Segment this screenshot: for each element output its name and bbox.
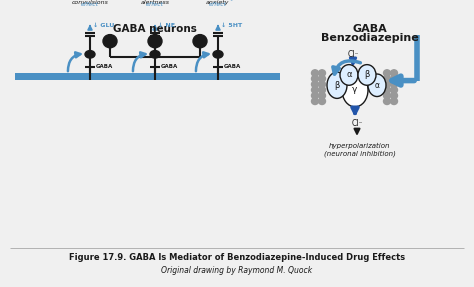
Text: GABA: GABA bbox=[353, 24, 387, 34]
Circle shape bbox=[383, 70, 391, 76]
Circle shape bbox=[383, 75, 391, 82]
Circle shape bbox=[391, 70, 398, 76]
Circle shape bbox=[148, 35, 162, 48]
Ellipse shape bbox=[213, 51, 223, 58]
Ellipse shape bbox=[340, 65, 358, 85]
Circle shape bbox=[391, 98, 398, 104]
Text: GABA: GABA bbox=[96, 64, 113, 69]
Circle shape bbox=[391, 75, 398, 82]
Text: α: α bbox=[346, 70, 352, 79]
Circle shape bbox=[319, 92, 326, 99]
Circle shape bbox=[319, 70, 326, 76]
Ellipse shape bbox=[342, 73, 368, 107]
Ellipse shape bbox=[368, 74, 386, 96]
Text: sedative
effect: sedative effect bbox=[142, 0, 168, 7]
Circle shape bbox=[311, 98, 319, 104]
Text: GABA neurons: GABA neurons bbox=[113, 24, 197, 34]
Text: γ: γ bbox=[352, 86, 358, 94]
Circle shape bbox=[319, 98, 326, 104]
Circle shape bbox=[391, 87, 398, 93]
Text: convulsions: convulsions bbox=[72, 0, 109, 5]
Text: antianxiety
effect: antianxiety effect bbox=[200, 0, 236, 7]
Circle shape bbox=[311, 87, 319, 93]
Circle shape bbox=[319, 75, 326, 82]
Circle shape bbox=[311, 70, 319, 76]
Text: Cl⁻: Cl⁻ bbox=[351, 119, 363, 128]
Text: ↓ GLU: ↓ GLU bbox=[93, 23, 114, 28]
Text: Benzodiazepine: Benzodiazepine bbox=[321, 33, 419, 43]
Circle shape bbox=[311, 81, 319, 88]
Text: Figure 17.9. GABA Is Mediator of Benzodiazepine-Induced Drug Effects: Figure 17.9. GABA Is Mediator of Benzodi… bbox=[69, 253, 405, 262]
Circle shape bbox=[383, 81, 391, 88]
Text: alertness: alertness bbox=[140, 0, 170, 5]
Text: α: α bbox=[374, 81, 380, 90]
Text: GABA: GABA bbox=[161, 64, 178, 69]
Circle shape bbox=[319, 87, 326, 93]
Text: anxiety: anxiety bbox=[206, 0, 230, 5]
Text: β: β bbox=[334, 81, 340, 90]
Text: anticonvulsant
effect: anticonvulsant effect bbox=[67, 0, 113, 7]
Circle shape bbox=[103, 35, 117, 48]
Text: ↓ NE: ↓ NE bbox=[158, 23, 175, 28]
Text: Original drawing by Raymond M. Quock: Original drawing by Raymond M. Quock bbox=[162, 266, 312, 275]
Circle shape bbox=[383, 92, 391, 99]
Circle shape bbox=[383, 98, 391, 104]
Text: Cl⁻: Cl⁻ bbox=[347, 50, 359, 59]
Circle shape bbox=[311, 75, 319, 82]
Ellipse shape bbox=[358, 65, 376, 85]
Bar bbox=[15, 73, 280, 79]
Circle shape bbox=[391, 81, 398, 88]
Circle shape bbox=[383, 87, 391, 93]
Circle shape bbox=[193, 35, 207, 48]
Circle shape bbox=[391, 92, 398, 99]
Ellipse shape bbox=[150, 51, 160, 58]
Text: GABA: GABA bbox=[224, 64, 241, 69]
Circle shape bbox=[319, 81, 326, 88]
Text: ↓ 5HT: ↓ 5HT bbox=[221, 23, 242, 28]
Text: hyperpolarization
(neuronal inhibition): hyperpolarization (neuronal inhibition) bbox=[324, 143, 396, 157]
Ellipse shape bbox=[327, 72, 347, 98]
Text: β: β bbox=[365, 70, 370, 79]
Circle shape bbox=[311, 92, 319, 99]
Ellipse shape bbox=[85, 51, 95, 58]
